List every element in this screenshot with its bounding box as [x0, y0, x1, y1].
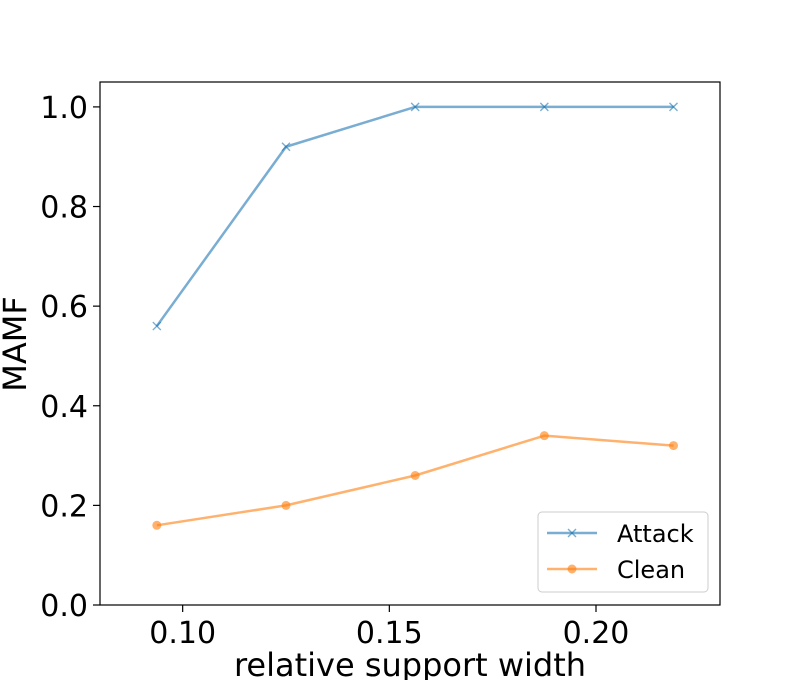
plot-area — [152, 102, 678, 530]
y-tick-label: 1.0 — [40, 91, 88, 126]
legend-label-attack: Attack — [617, 520, 694, 548]
y-tick-label: 0.4 — [40, 390, 88, 425]
x-tick-label: 0.20 — [563, 616, 630, 651]
y-axis-title: MAMF — [0, 296, 34, 392]
data-point-attack — [152, 321, 162, 331]
legend-marker-clean — [567, 564, 577, 574]
plot-frame — [99, 81, 721, 606]
data-point-clean — [152, 520, 162, 530]
legend-label-clean: Clean — [617, 556, 685, 584]
legend: Attack Clean — [537, 511, 709, 593]
series-line-attack — [155, 105, 674, 327]
data-point-attack — [539, 102, 549, 112]
legend-marker-attack — [567, 528, 577, 538]
x-axis-title: relative support width — [234, 646, 586, 680]
x-axis: 0.10 0.15 0.20 — [149, 605, 629, 651]
data-point-attack — [410, 102, 420, 112]
data-point-clean — [539, 431, 549, 441]
data-point-clean — [281, 500, 291, 510]
y-tick-label: 0.0 — [40, 589, 88, 624]
y-tick-label: 0.8 — [40, 191, 88, 226]
data-point-attack — [669, 102, 678, 112]
data-point-attack — [281, 142, 291, 152]
data-point-clean — [669, 441, 678, 451]
y-axis: 0.0 0.2 0.4 0.6 0.8 1.0 — [40, 91, 100, 624]
y-tick-label: 0.6 — [40, 290, 88, 325]
y-tick-label: 0.2 — [40, 489, 88, 524]
x-tick-label: 0.10 — [149, 616, 216, 651]
data-point-clean — [410, 470, 420, 480]
x-tick-label: 0.15 — [356, 616, 423, 651]
